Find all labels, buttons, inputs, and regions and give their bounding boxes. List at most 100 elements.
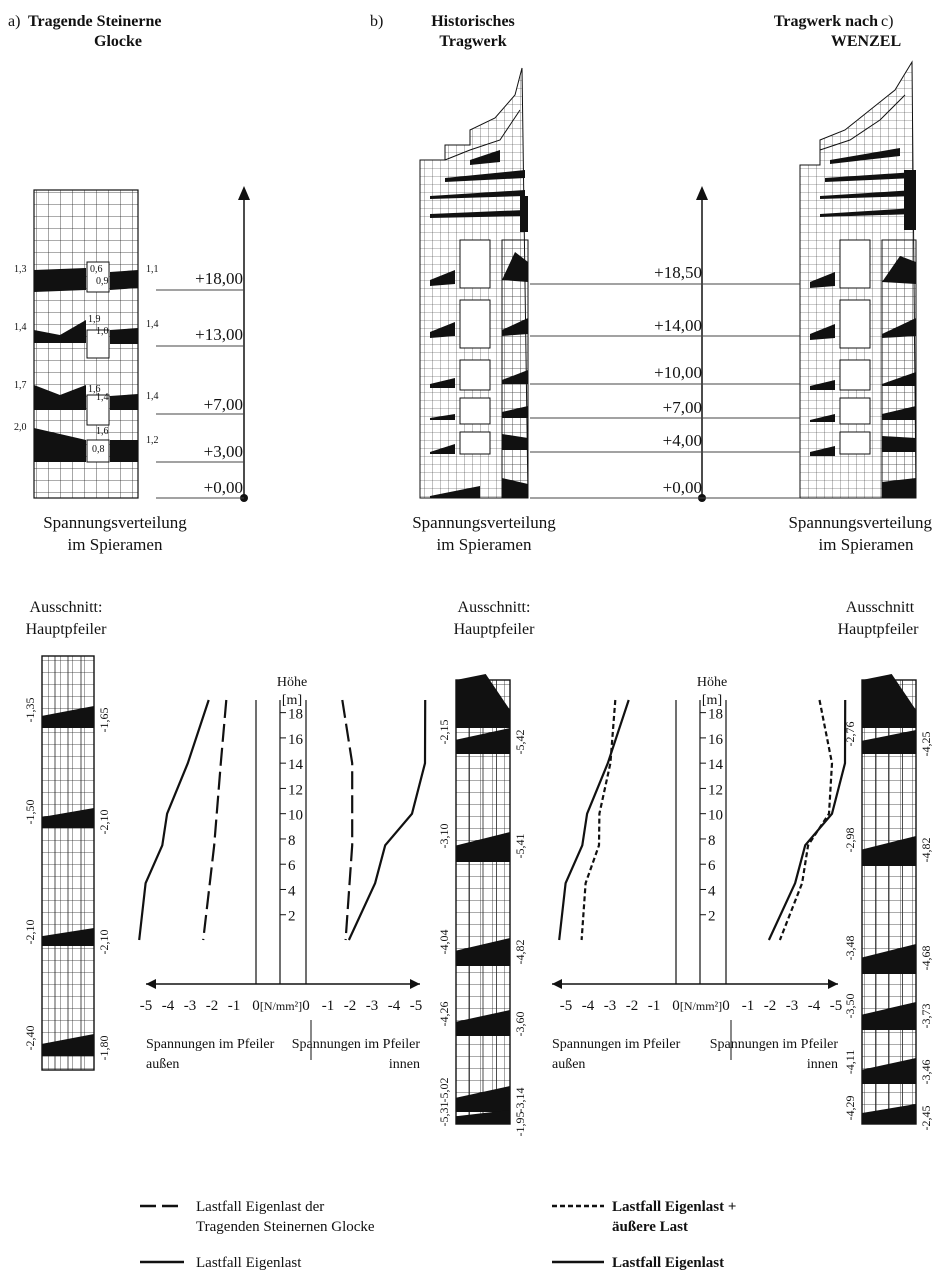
frame-a-stress-right-4 <box>110 440 138 462</box>
pier-left-value: -4,04 <box>437 930 451 955</box>
stress-axis-arrow-right-icon <box>410 979 420 989</box>
frame-a-right-value: 1,2 <box>146 435 159 446</box>
caption-a-line2: im Spieramen <box>68 535 163 554</box>
excerpt-b-line1: Ausschnitt: <box>458 599 531 616</box>
frame-a-opening-3 <box>86 394 110 426</box>
side-label-outside-line2: außen <box>146 1057 179 1072</box>
pier-left-value: -4,26 <box>437 1002 451 1027</box>
stress-tick-label-inside: -1 <box>322 998 335 1014</box>
level-label: +7,00 <box>663 398 702 417</box>
frame-a-left-value: 1,3 <box>14 264 27 275</box>
stress-tick-label-outside: -1 <box>228 998 241 1014</box>
height-tick-label: 14 <box>288 757 304 773</box>
side-label-inside-line2: innen <box>807 1057 838 1072</box>
stress-tick-label-inside: -4 <box>808 998 821 1014</box>
stress-tick-label-outside: -2 <box>206 998 219 1014</box>
series-line-inside-longdash <box>341 699 354 941</box>
panel-a-title-line1: Tragende Steinerne <box>28 13 161 30</box>
frame-c <box>799 60 917 499</box>
excerpt-c-line2: Hauptpfeiler <box>838 621 920 638</box>
pier-stress-block <box>456 1010 510 1036</box>
frame-a-right-value: 1,4 <box>146 319 159 330</box>
excerpt-c-line1: Ausschnitt <box>846 599 915 616</box>
level-scale-bc-arrow-icon <box>696 186 708 200</box>
panel-c-title-line1: Tragwerk nach <box>774 13 878 30</box>
height-tick-label: 16 <box>288 732 304 748</box>
frame-a-stress-right-3 <box>110 394 138 410</box>
pier-stress-block <box>862 944 916 974</box>
height-tick-label: 14 <box>708 757 724 773</box>
stress-tick-label-outside: -2 <box>626 998 639 1014</box>
height-tick-label: 8 <box>288 833 296 849</box>
pier-right-value: -4,25 <box>919 732 932 757</box>
height-tick-label: 16 <box>708 732 724 748</box>
stress-tick-label-inside: -2 <box>344 998 357 1014</box>
legend-right-dashed-line2: äußere Last <box>612 1219 688 1235</box>
panel-a-title-line2: Glocke <box>94 33 142 50</box>
pier-left-value: -1,50 <box>23 800 37 825</box>
pier-stress-block <box>456 1086 510 1112</box>
frame-a: 1,3 1,4 1,7 2,0 0,6 0,9 1,9 1,0 1,6 1,4 … <box>14 189 159 499</box>
pier-left-value: -3,10 <box>437 824 451 849</box>
height-tick-label: 6 <box>708 858 716 874</box>
pier-stress-block <box>42 706 94 728</box>
frame-a-mid-value: 1,9 <box>88 314 101 325</box>
pier-left-value: -2,98 <box>843 828 857 853</box>
level-scale-bc: +18,50 +14,00 +10,00 +7,00 +4,00 +0,00 <box>530 186 800 502</box>
legend-left-solid-label: Lastfall Eigenlast <box>196 1255 302 1271</box>
panel-c-title-line2: WENZEL <box>831 33 901 50</box>
height-tick-label: 18 <box>708 707 723 723</box>
legend-left-dashed-line2: Tragenden Steinernen Glocke <box>196 1219 375 1235</box>
pier-strip-b: -2,15 -3,10 -4,04 -4,26 -5,02-5,31 -5,42 -5,41… <box>437 674 527 1137</box>
pier-stress-block <box>862 836 916 866</box>
pier-stress-block <box>456 832 510 862</box>
level-label: +14,00 <box>654 316 702 335</box>
pier-right-value: -2,45 <box>919 1106 932 1131</box>
pier-left-value: -2,76 <box>843 722 857 747</box>
frame-b <box>419 67 529 499</box>
pier-right-value: -3,60 <box>513 1012 527 1037</box>
pier-strip-c: -2,76 -2,98 -3,48 -3,50 -4,11 -4,29 -4,25 -4,82… <box>843 674 932 1131</box>
stress-tick-label-inside: 0 <box>302 998 310 1014</box>
frame-a-left-value: 1,4 <box>14 322 27 333</box>
pier-right-value: -4,82 <box>919 838 932 863</box>
pier-right-value: -2,10 <box>97 810 111 835</box>
stress-tick-label-inside: -3 <box>786 998 799 1014</box>
level-label: +13,00 <box>195 325 243 344</box>
pier-right-value: -3,73 <box>919 1004 932 1029</box>
stress-chart-right: Höhe [m]18 16 14 12 10 8 6 4 2 -5 -4 -3 -2 -1 0 [N/mm²] 0… <box>552 675 847 1072</box>
pier-stress-block <box>862 1058 916 1084</box>
panel-c-title: Tragwerk nach c) WENZEL <box>774 13 901 50</box>
pier-stress-block <box>862 1002 916 1030</box>
pier-left-value: -2,10 <box>23 920 37 945</box>
pier-stress-block <box>862 730 916 754</box>
pier-strip-a: -1,35 -1,50 -2,10 -2,40 -1,65 -2,10 -2,10 -1,80 <box>23 655 111 1071</box>
side-label-outside-line1: Spannungen im Pfeiler <box>146 1037 275 1052</box>
series-line-outside-solid <box>558 699 630 941</box>
frame-a-mid-value: 0,6 <box>90 264 103 275</box>
level-scale-a: +18,00 +13,00 +7,00 +3,00 +0,00 <box>156 186 250 502</box>
level-label: +7,00 <box>204 395 243 414</box>
stress-tick-label-inside: -2 <box>764 998 777 1014</box>
level-label: +10,00 <box>654 363 702 382</box>
legend-right-solid-label: Lastfall Eigenlast <box>612 1255 724 1271</box>
pier-right-value: -4,68 <box>919 946 932 971</box>
panel-c-letter: c) <box>881 13 893 30</box>
side-label-outside-line1: Spannungen im Pfeiler <box>552 1037 681 1052</box>
pier-left-value: -5,02 <box>437 1078 451 1103</box>
stress-tick-label-outside: 0 <box>252 998 260 1014</box>
caption-b-line1: Spannungsverteilung <box>412 513 556 532</box>
stress-tick-label-outside: -3 <box>184 998 197 1014</box>
pier-right-value: -3,46 <box>919 1060 932 1085</box>
panel-a-letter: a) <box>8 13 20 30</box>
height-tick-label: 18 <box>288 707 303 723</box>
panel-b-title-line2: Tragwerk <box>439 33 506 50</box>
pier-left-value: -2,40 <box>23 1026 37 1051</box>
frame-a-mid-value: 1,4 <box>96 392 109 403</box>
pier-stress-block <box>862 1104 916 1124</box>
panel-b-title: b) Historisches Tragwerk <box>370 13 515 50</box>
pier-left-value: -5,31 <box>437 1102 451 1127</box>
stress-tick-label-inside: -5 <box>410 998 423 1014</box>
series-line-inside-dotted <box>778 699 834 941</box>
